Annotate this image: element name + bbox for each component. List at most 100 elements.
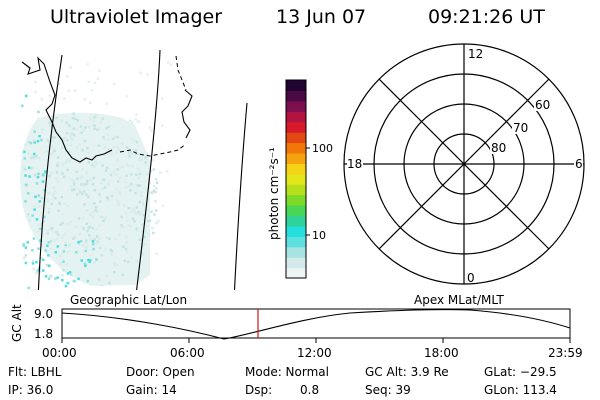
emission-pixel bbox=[68, 244, 71, 248]
emission-pixel bbox=[148, 181, 151, 184]
emission-pixel bbox=[110, 249, 114, 253]
emission-pixel bbox=[117, 203, 120, 207]
emission-pixel bbox=[97, 144, 101, 147]
emission-pixel bbox=[154, 209, 158, 212]
emission-pixel bbox=[143, 243, 147, 246]
emission-pixel bbox=[89, 259, 92, 262]
emission-pixel bbox=[33, 173, 37, 177]
mlat-label-70: 70 bbox=[513, 121, 528, 135]
emission-pixel bbox=[24, 261, 28, 265]
emission-pixel bbox=[110, 253, 113, 256]
emission-pixel bbox=[80, 183, 83, 186]
emission-pixel bbox=[54, 177, 58, 180]
emission-pixel bbox=[81, 192, 84, 196]
emission-pixel bbox=[141, 253, 144, 256]
seq-status: Seq: 39 bbox=[365, 383, 411, 397]
emission-pixel bbox=[71, 138, 74, 141]
emission-pixel bbox=[114, 173, 118, 176]
emission-pixel bbox=[137, 177, 140, 180]
emission-pixel bbox=[72, 188, 76, 191]
emission-pixel bbox=[99, 121, 102, 124]
emission-pixel bbox=[134, 149, 138, 152]
emission-pixel bbox=[152, 189, 156, 193]
emission-pixel bbox=[153, 213, 156, 216]
emission-pixel bbox=[95, 228, 98, 231]
colorbar-cell bbox=[286, 132, 306, 144]
emission-pixel bbox=[129, 173, 133, 176]
emission-pixel bbox=[140, 238, 143, 242]
emission-pixel bbox=[137, 211, 140, 214]
emission-pixel bbox=[35, 271, 38, 275]
emission-pixel bbox=[66, 204, 69, 207]
timeline-frame bbox=[61, 308, 571, 339]
emission-pixel bbox=[80, 131, 83, 134]
emission-pixel bbox=[120, 224, 123, 227]
emission-pixel bbox=[36, 139, 40, 143]
y-tick-9: 9.0 bbox=[34, 307, 53, 321]
emission-pixel bbox=[65, 132, 69, 135]
time-label: 09:21:26 UT bbox=[428, 6, 545, 28]
colorbar-cell bbox=[286, 80, 306, 92]
emission-pixel bbox=[125, 250, 129, 254]
emission-pixel bbox=[48, 94, 51, 97]
emission-pixel bbox=[86, 279, 90, 283]
ip-status: IP: 36.0 bbox=[8, 383, 54, 397]
emission-pixel bbox=[152, 231, 155, 235]
emission-pixel bbox=[122, 226, 125, 229]
emission-pixel bbox=[50, 152, 53, 155]
emission-pixel bbox=[26, 66, 29, 69]
emission-pixel bbox=[114, 136, 117, 139]
meridian-line bbox=[37, 54, 63, 290]
emission-pixel bbox=[32, 139, 36, 143]
emission-pixel bbox=[130, 210, 133, 213]
emission-pixel bbox=[83, 203, 86, 206]
emission-pixel bbox=[91, 240, 95, 243]
emission-pixel bbox=[109, 248, 113, 251]
emission-pixel bbox=[45, 197, 49, 201]
emission-pixel bbox=[155, 252, 158, 256]
colorbar-cell bbox=[286, 246, 306, 258]
emission-pixel bbox=[33, 208, 36, 211]
emission-pixel bbox=[82, 128, 85, 132]
emission-pixel bbox=[90, 238, 93, 241]
gain-status: Gain: 14 bbox=[126, 383, 177, 397]
emission-pixel bbox=[98, 69, 101, 72]
emission-pixel bbox=[32, 267, 35, 271]
colorbar-cell bbox=[286, 163, 306, 175]
border-line bbox=[119, 143, 187, 157]
emission-pixel bbox=[160, 97, 164, 100]
emission-pixel bbox=[84, 239, 88, 242]
emission-pixel bbox=[98, 193, 101, 196]
emission-pixel bbox=[101, 215, 104, 219]
emission-pixel bbox=[98, 237, 101, 241]
emission-pixel bbox=[93, 115, 96, 119]
emission-pixel bbox=[116, 158, 119, 162]
emission-pixel bbox=[41, 128, 44, 131]
emission-pixel bbox=[125, 146, 129, 149]
emission-pixel bbox=[100, 284, 104, 287]
emission-pixel bbox=[21, 104, 24, 108]
emission-pixel bbox=[54, 197, 57, 200]
emission-pixel bbox=[33, 204, 36, 208]
emission-pixel bbox=[67, 250, 70, 254]
emission-pixel bbox=[44, 170, 47, 173]
emission-pixel bbox=[86, 63, 89, 66]
emission-pixel bbox=[135, 152, 138, 156]
emission-pixel bbox=[71, 117, 75, 120]
emission-pixel bbox=[155, 181, 159, 184]
emission-pixel bbox=[95, 241, 99, 245]
emission-pixel bbox=[69, 221, 72, 224]
colorbar-cell bbox=[286, 121, 306, 133]
emission-pixel bbox=[48, 264, 51, 267]
emission-pixel bbox=[73, 182, 76, 186]
emission-pixel bbox=[60, 195, 64, 199]
emission-pixel bbox=[111, 137, 115, 141]
emission-pixel bbox=[57, 209, 60, 212]
emission-pixel bbox=[79, 240, 83, 243]
emission-pixel bbox=[48, 208, 51, 211]
emission-pixel bbox=[75, 128, 79, 132]
emission-pixel bbox=[103, 247, 107, 250]
emission-pixel bbox=[52, 194, 55, 198]
emission-pixel bbox=[112, 145, 116, 149]
emission-pixel bbox=[44, 275, 48, 278]
